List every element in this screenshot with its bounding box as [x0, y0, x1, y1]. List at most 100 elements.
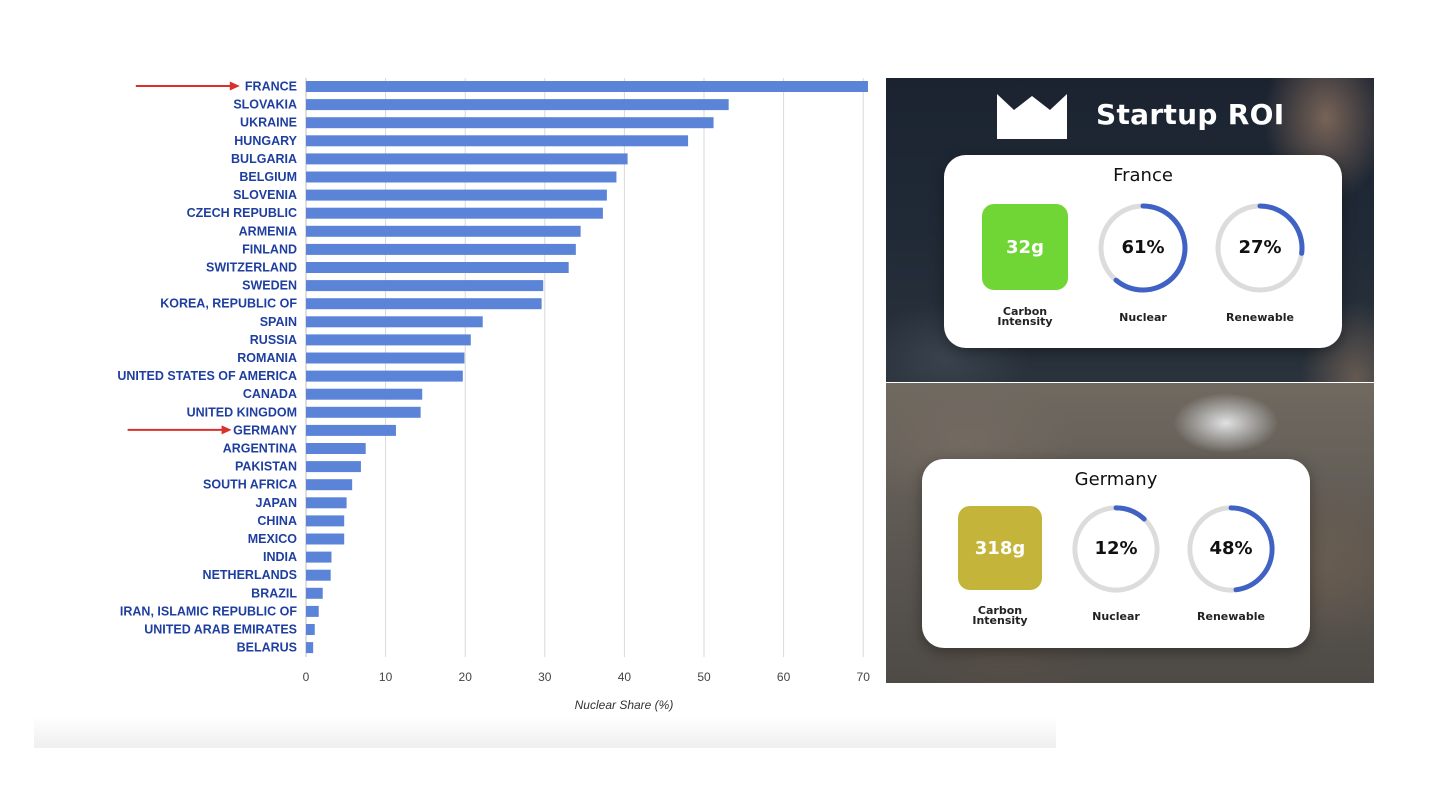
- bar: [306, 316, 483, 328]
- category-label: BELGIUM: [239, 170, 297, 184]
- bar: [306, 406, 421, 418]
- renewable-label: Renewable: [1226, 311, 1294, 324]
- bar: [306, 225, 581, 237]
- bar: [306, 243, 576, 255]
- ring-progress: [1098, 203, 1188, 293]
- nuclear-ring: [1098, 203, 1188, 293]
- carbon-label-line1: Carbon: [977, 604, 1023, 617]
- bar: [306, 388, 423, 400]
- x-tick-label: 20: [459, 670, 473, 684]
- bar: [306, 569, 331, 581]
- renewable-ring: [1187, 505, 1275, 593]
- bar: [306, 533, 345, 545]
- category-label: SLOVAKIA: [233, 98, 297, 112]
- category-label: UNITED STATES OF AMERICA: [117, 369, 297, 383]
- x-tick-label: 40: [618, 670, 632, 684]
- bar: [306, 334, 471, 346]
- category-label: FINLAND: [242, 242, 297, 256]
- chart-x-tick-labels: 0 10 20 30 40 50 60 70: [303, 670, 871, 684]
- category-label: KOREA, REPUBLIC OF: [160, 297, 297, 311]
- chart-bars: [306, 81, 868, 654]
- category-label: SOUTH AFRICA: [203, 478, 297, 492]
- category-label: BULGARIA: [231, 152, 297, 166]
- category-label: PAKISTAN: [235, 460, 297, 474]
- carbon-intensity-box: 32g: [982, 204, 1068, 290]
- category-label: BRAZIL: [251, 586, 297, 600]
- bottom-fade: [34, 716, 1056, 748]
- bar: [306, 153, 628, 165]
- france-card: France 32g 61% 27% Carbon Intensity Nucl…: [944, 155, 1342, 348]
- category-label: IRAN, ISLAMIC REPUBLIC OF: [120, 604, 297, 618]
- category-label: SWITZERLAND: [206, 261, 297, 275]
- carbon-intensity-box: 318g: [958, 506, 1042, 590]
- category-label: ARGENTINA: [223, 442, 297, 456]
- startup-roi-title: Startup ROI: [1096, 98, 1285, 131]
- ring-progress: [1215, 203, 1305, 293]
- bar: [306, 424, 396, 436]
- x-tick-label: 50: [697, 670, 711, 684]
- nuclear-value: 61%: [1121, 237, 1165, 258]
- category-label: INDIA: [263, 550, 297, 564]
- category-label: NETHERLANDS: [203, 568, 297, 582]
- category-label: ROMANIA: [237, 351, 297, 365]
- bar: [306, 587, 323, 599]
- category-label: UKRAINE: [240, 116, 297, 130]
- x-tick-label: 30: [538, 670, 552, 684]
- bar: [306, 551, 332, 563]
- bar: [306, 624, 315, 635]
- category-label: GERMANY: [233, 423, 298, 437]
- x-axis-title: Nuclear Share (%): [575, 698, 674, 712]
- arrow-head: [221, 425, 232, 435]
- category-label: FRANCE: [245, 80, 297, 94]
- germany-card: Germany 318g 12% 48% Carbon Intensity Nu…: [922, 459, 1310, 648]
- card-country-title: France: [1113, 165, 1173, 186]
- nuclear-value: 12%: [1094, 538, 1138, 559]
- card-country-title: Germany: [1074, 469, 1158, 490]
- carbon-label-line2: Intensity: [972, 614, 1028, 627]
- bar: [306, 280, 544, 292]
- arrow-head: [229, 81, 240, 91]
- bar: [306, 189, 607, 201]
- category-label: SPAIN: [260, 315, 297, 329]
- renewable-value: 27%: [1238, 237, 1282, 258]
- carbon-intensity-label: Carbon Intensity: [950, 604, 1050, 627]
- bar: [306, 515, 345, 527]
- nuclear-label: Nuclear: [1119, 311, 1167, 324]
- category-label: MEXICO: [248, 532, 298, 546]
- bar: [306, 262, 569, 273]
- bar: [306, 171, 617, 183]
- bar: [306, 479, 353, 491]
- nuclear-label: Nuclear: [1092, 610, 1140, 623]
- category-label: UNITED KINGDOM: [187, 405, 297, 419]
- bar: [306, 298, 542, 310]
- nuclear-share-bar-chart: FRANCE SLOVAKIA UKRAINE HUNGARY BULGARIA BELG…: [117, 78, 871, 712]
- chart-category-labels: FRANCE SLOVAKIA UKRAINE HUNGARY BULGARIA BELG…: [117, 80, 297, 655]
- category-label: CHINA: [257, 514, 297, 528]
- renewable-label: Renewable: [1197, 610, 1265, 623]
- renewable-ring: [1215, 203, 1305, 293]
- bar: [306, 461, 361, 473]
- renewable-value: 48%: [1209, 538, 1253, 559]
- category-label: UNITED ARAB EMIRATES: [144, 623, 297, 637]
- category-label: HUNGARY: [234, 134, 297, 148]
- bar: [306, 81, 868, 92]
- bar: [306, 135, 689, 147]
- x-tick-label: 0: [303, 670, 310, 684]
- crown-icon: [997, 94, 1067, 139]
- chart-gridlines: [305, 78, 864, 657]
- red-arrow-icon: [127, 425, 232, 435]
- red-arrow-icon: [135, 81, 240, 91]
- bar: [306, 370, 463, 382]
- bar: [306, 497, 347, 509]
- bar: [306, 605, 319, 617]
- x-tick-label: 10: [379, 670, 393, 684]
- bar: [306, 99, 729, 111]
- nuclear-ring: [1072, 505, 1160, 593]
- category-label: SWEDEN: [242, 279, 297, 293]
- carbon-label-line1: Carbon: [1002, 305, 1048, 318]
- category-label: JAPAN: [256, 496, 297, 510]
- category-label: CZECH REPUBLIC: [187, 206, 297, 220]
- bar: [306, 207, 603, 219]
- x-tick-label: 60: [777, 670, 791, 684]
- bar: [306, 117, 714, 129]
